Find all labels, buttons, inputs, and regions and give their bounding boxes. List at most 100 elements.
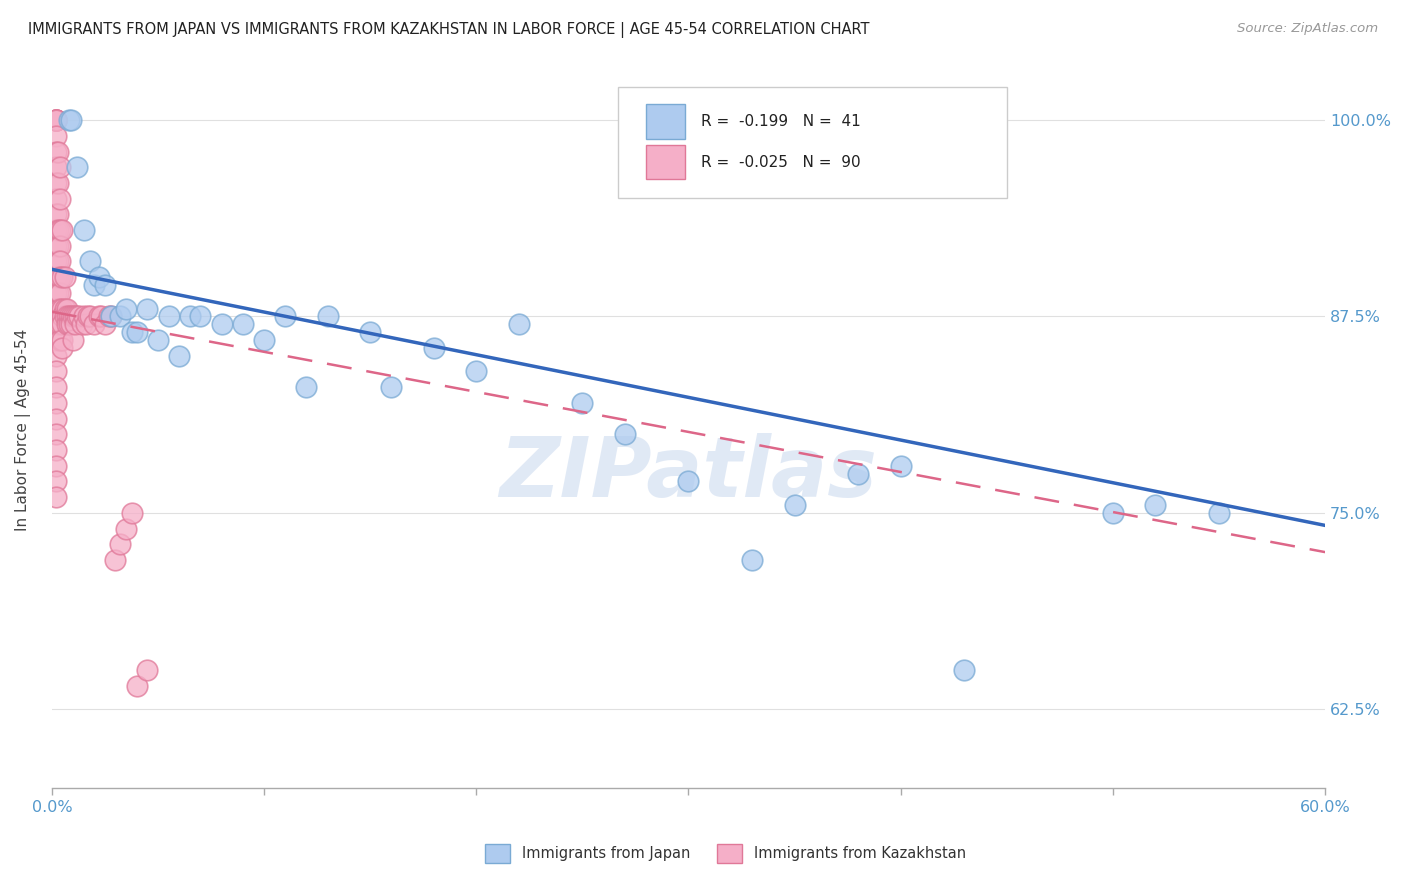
Point	[953, 663, 976, 677]
Point	[190, 310, 212, 324]
Point	[45, 254, 67, 268]
Point	[98, 310, 121, 324]
Point	[232, 318, 254, 332]
FancyBboxPatch shape	[647, 145, 685, 179]
Point	[49, 223, 72, 237]
Point	[121, 325, 143, 339]
Point	[45, 113, 67, 128]
Point	[108, 310, 131, 324]
Point	[45, 442, 67, 457]
Point	[90, 310, 112, 324]
Point	[66, 310, 89, 324]
Point	[45, 490, 67, 504]
Point	[46, 318, 69, 332]
Point	[613, 427, 636, 442]
Point	[51, 270, 73, 285]
Point	[359, 325, 381, 339]
Point	[83, 278, 105, 293]
Point	[45, 160, 67, 174]
Point	[45, 285, 67, 300]
Point	[94, 318, 117, 332]
Point	[51, 301, 73, 316]
Point	[125, 679, 148, 693]
FancyBboxPatch shape	[647, 104, 685, 139]
Y-axis label: In Labor Force | Age 45-54: In Labor Force | Age 45-54	[15, 329, 31, 532]
Point	[125, 325, 148, 339]
Point	[45, 333, 67, 347]
Point	[45, 113, 67, 128]
Point	[783, 498, 806, 512]
Point	[179, 310, 201, 324]
Point	[83, 318, 105, 332]
Text: Immigrants from Kazakhstan: Immigrants from Kazakhstan	[754, 847, 966, 861]
Point	[890, 458, 912, 473]
Point	[508, 318, 530, 332]
Point	[94, 278, 117, 293]
Point	[49, 192, 72, 206]
Point	[49, 333, 72, 347]
Point	[66, 160, 89, 174]
Point	[55, 301, 77, 316]
Point	[58, 310, 80, 324]
Point	[46, 285, 69, 300]
Point	[79, 310, 101, 324]
Point	[423, 341, 446, 355]
Point	[46, 301, 69, 316]
Point	[45, 192, 67, 206]
Point	[87, 310, 110, 324]
Point	[1208, 506, 1230, 520]
Text: R =  -0.025   N =  90: R = -0.025 N = 90	[702, 155, 860, 169]
Point	[45, 475, 67, 489]
FancyBboxPatch shape	[619, 87, 1007, 198]
Point	[45, 176, 67, 190]
Point	[46, 223, 69, 237]
Point	[45, 458, 67, 473]
Text: Immigrants from Japan: Immigrants from Japan	[522, 847, 690, 861]
Text: R =  -0.199   N =  41: R = -0.199 N = 41	[702, 114, 860, 129]
Point	[45, 113, 67, 128]
Point	[45, 411, 67, 425]
Point	[45, 396, 67, 410]
Point	[49, 270, 72, 285]
Point	[45, 380, 67, 394]
Point	[45, 223, 67, 237]
Text: Source: ZipAtlas.com: Source: ZipAtlas.com	[1237, 22, 1378, 36]
Point	[62, 333, 84, 347]
Point	[45, 427, 67, 442]
Point	[73, 223, 96, 237]
Point	[51, 341, 73, 355]
Point	[51, 318, 73, 332]
Point	[46, 254, 69, 268]
Point	[100, 310, 122, 324]
Point	[45, 145, 67, 159]
Point	[157, 310, 180, 324]
Point	[70, 318, 93, 332]
Point	[77, 310, 100, 324]
Point	[45, 113, 67, 128]
Point	[58, 318, 80, 332]
Point	[49, 239, 72, 253]
Point	[121, 506, 143, 520]
Point	[49, 285, 72, 300]
Point	[46, 239, 69, 253]
Point	[274, 310, 297, 324]
Point	[146, 333, 169, 347]
Point	[45, 239, 67, 253]
Point	[55, 318, 77, 332]
Point	[58, 113, 80, 128]
Point	[115, 301, 138, 316]
Point	[45, 113, 67, 128]
Point	[295, 380, 318, 394]
Point	[45, 207, 67, 221]
Point	[62, 310, 84, 324]
Point	[55, 310, 77, 324]
Point	[53, 301, 76, 316]
Point	[49, 301, 72, 316]
Point	[465, 364, 488, 378]
Point	[253, 333, 276, 347]
Point	[571, 396, 593, 410]
Point	[108, 537, 131, 551]
Point	[380, 380, 402, 394]
Point	[53, 270, 76, 285]
Point	[211, 318, 233, 332]
